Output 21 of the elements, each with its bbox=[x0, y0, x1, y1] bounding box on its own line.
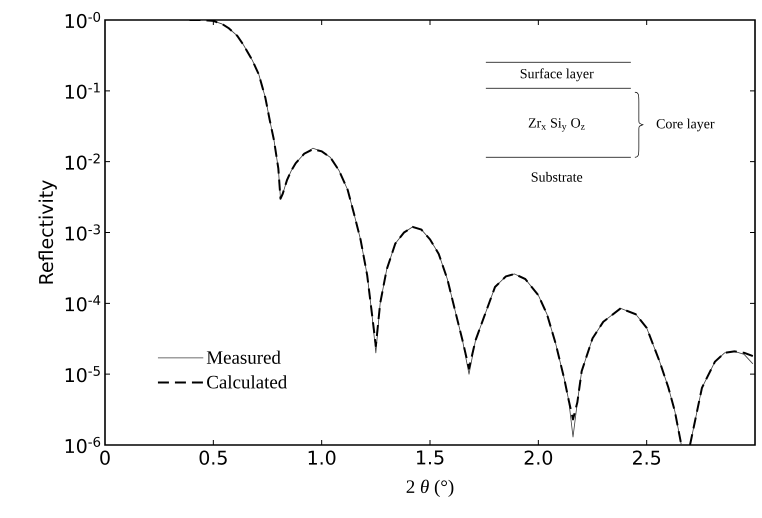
y-tick-label: 10$^{-2}$ bbox=[66, 154, 100, 170]
x-tick-label: 1.0 bbox=[308, 450, 336, 465]
x-tick-label: 2.0 bbox=[524, 450, 552, 465]
y-tick-label: 10$^{-3}$ bbox=[66, 224, 100, 241]
x-tick-label: 0.5 bbox=[200, 450, 227, 465]
x-tick-label: 2.5 bbox=[633, 450, 660, 465]
y-axis-title: Reflectivity bbox=[38, 180, 57, 284]
x-axis-title: 2 θ (°) bbox=[406, 480, 454, 497]
annotation: Surface layer bbox=[520, 68, 594, 82]
annotation: Substrate bbox=[532, 172, 582, 182]
legend-label: Calculated bbox=[207, 375, 288, 389]
y-tick-label: 10$^{-4}$ bbox=[66, 295, 100, 312]
y-tick-label: 10$^{-1}$ bbox=[66, 82, 100, 99]
annotation: Core layer bbox=[656, 118, 714, 132]
x-tick-label: 1.5 bbox=[417, 450, 444, 465]
y-tick-label: 10$^{-6}$ bbox=[66, 436, 100, 454]
x-tick-label: 0 bbox=[100, 450, 110, 465]
annotation: Zr$_{x}$ Si$_{y}$ O$_{z}$ bbox=[528, 118, 585, 132]
y-tick-label: 10$^{-0}$ bbox=[66, 12, 100, 28]
legend-label: Measured bbox=[206, 350, 281, 364]
y-tick-label: 10$^{-5}$ bbox=[66, 366, 100, 382]
